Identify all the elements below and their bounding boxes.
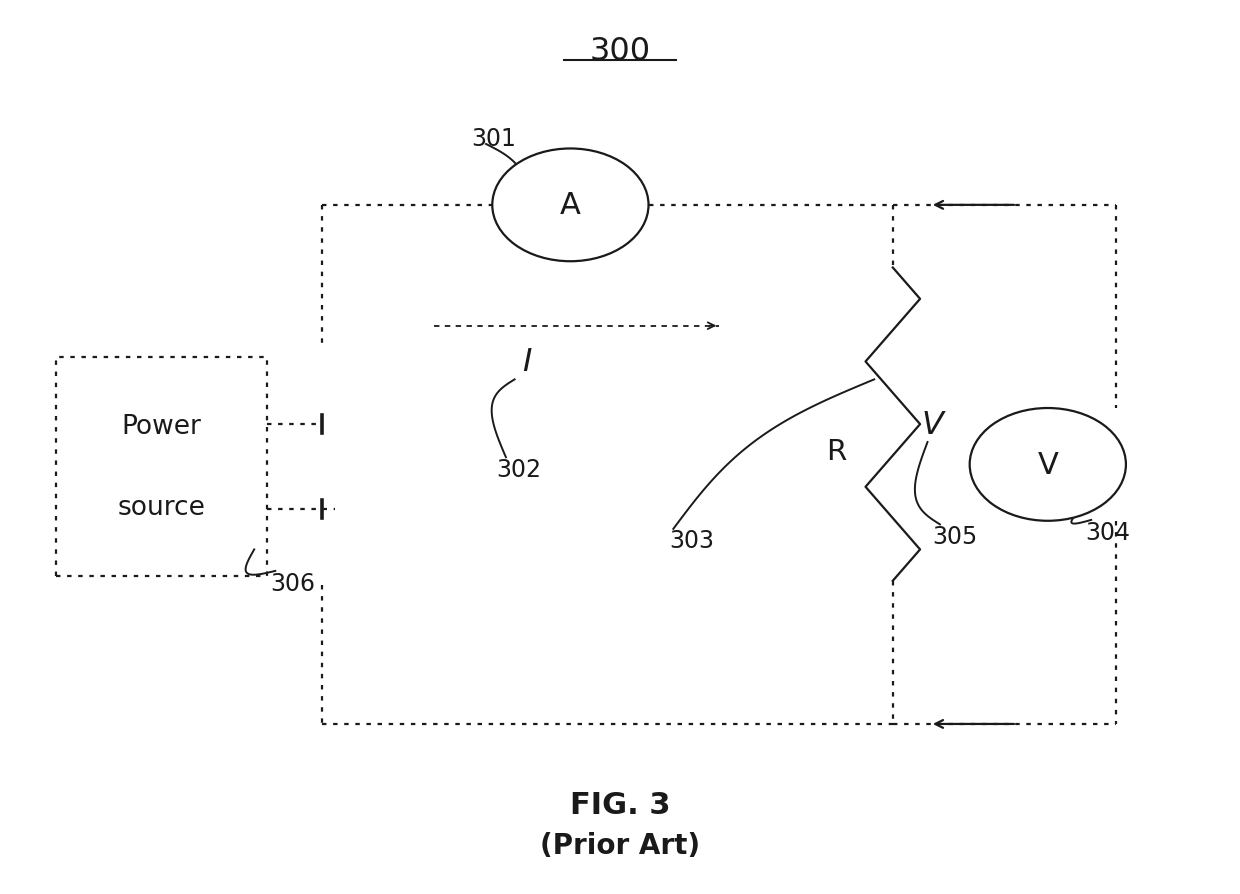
Text: (Prior Art): (Prior Art)	[539, 831, 701, 859]
Text: 306: 306	[270, 571, 315, 595]
Text: 303: 303	[670, 529, 714, 552]
Text: source: source	[118, 494, 205, 520]
Text: A: A	[560, 191, 580, 220]
Text: 304: 304	[1085, 520, 1130, 544]
Text: Power: Power	[122, 414, 201, 440]
Text: 305: 305	[932, 525, 977, 548]
Text: 302: 302	[496, 458, 541, 481]
Text: $I$: $I$	[522, 347, 532, 377]
Text: V: V	[1038, 451, 1058, 479]
Text: R: R	[826, 437, 846, 466]
Text: 301: 301	[471, 127, 516, 150]
Text: $V$: $V$	[921, 409, 946, 440]
Text: 300: 300	[589, 36, 651, 66]
Circle shape	[492, 149, 649, 262]
Text: FIG. 3: FIG. 3	[569, 790, 671, 819]
Circle shape	[970, 409, 1126, 521]
Bar	[56, 358, 267, 577]
